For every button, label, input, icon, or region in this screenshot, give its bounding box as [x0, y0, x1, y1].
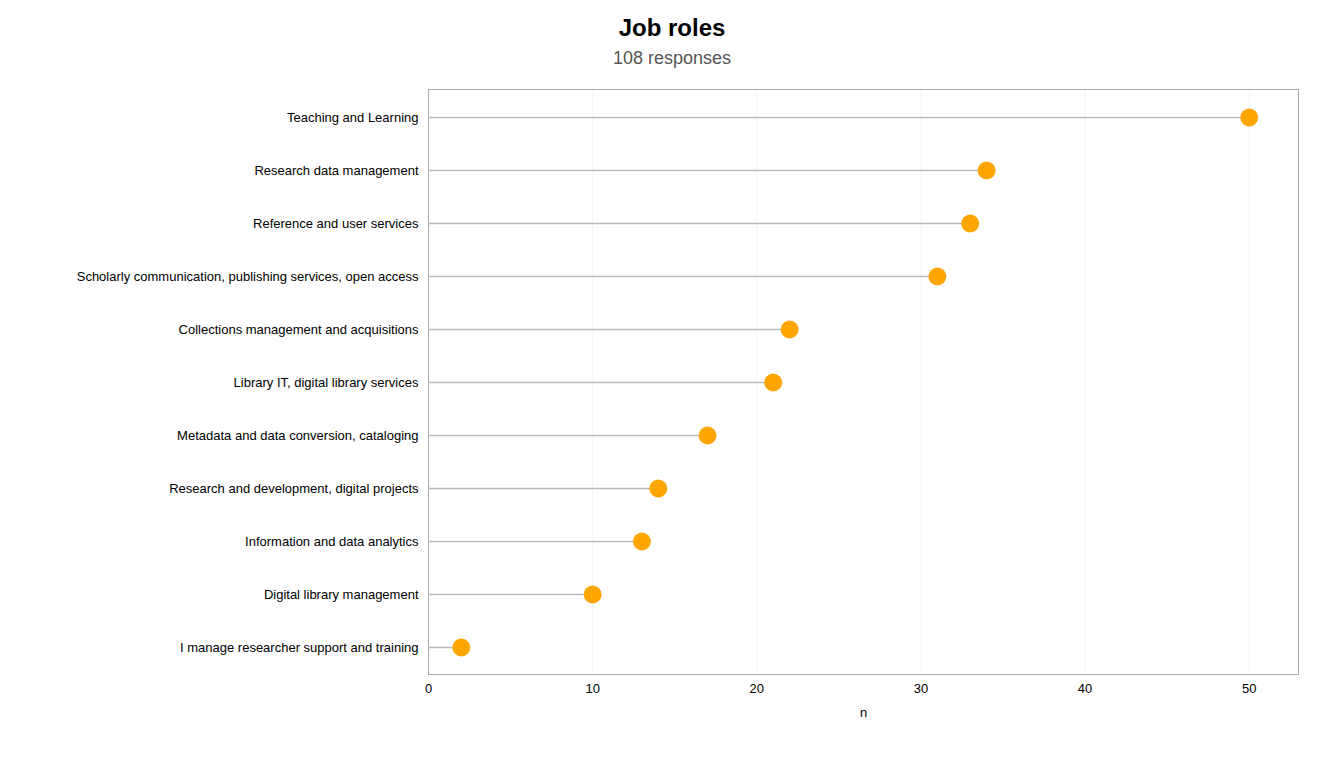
svg-text:Reference and user services: Reference and user services [253, 216, 419, 231]
svg-text:10: 10 [585, 681, 599, 696]
svg-text:Research and development, digi: Research and development, digital projec… [169, 481, 419, 496]
svg-text:Library IT, digital library se: Library IT, digital library services [234, 375, 419, 390]
svg-text:Teaching and Learning: Teaching and Learning [287, 110, 419, 125]
svg-text:Scholarly communication, publi: Scholarly communication, publishing serv… [77, 269, 419, 284]
svg-text:n: n [860, 705, 867, 720]
svg-text:40: 40 [1078, 681, 1092, 696]
svg-text:Digital library management: Digital library management [264, 587, 419, 602]
svg-text:Metadata and data conversion,: Metadata and data conversion, cataloging [177, 428, 418, 443]
svg-text:Collections management and acq: Collections management and acquisitions [179, 322, 419, 337]
svg-text:30: 30 [914, 681, 928, 696]
svg-text:I manage researcher support an: I manage researcher support and training [180, 640, 418, 655]
svg-text:20: 20 [750, 681, 764, 696]
html-text:108 responses: 108 responses [613, 48, 731, 68]
html-text:Job roles: Job roles [618, 14, 726, 41]
svg-text:Research data management: Research data management [254, 163, 418, 178]
svg-text:0: 0 [425, 681, 432, 696]
svg-text:50: 50 [1242, 681, 1256, 696]
svg-text:Information and data analytics: Information and data analytics [245, 534, 419, 549]
